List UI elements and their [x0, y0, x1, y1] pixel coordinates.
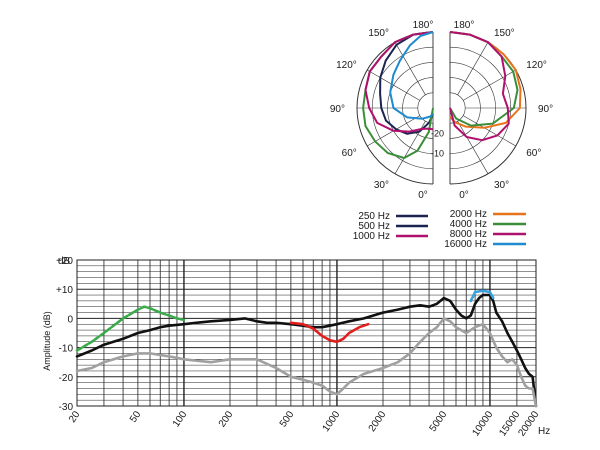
- polar-series-left: [389, 31, 434, 120]
- polar-spoke-right: [463, 115, 516, 147]
- polar-angle-label-right: 120°: [526, 60, 547, 71]
- x-tick-label: 50: [128, 409, 144, 425]
- polar-radial-label: -20: [431, 128, 444, 138]
- y-tick-label: -10: [59, 344, 74, 355]
- polar-angle-label-right: 0°: [459, 190, 469, 201]
- polar-angle-label-left: 30°: [374, 180, 389, 191]
- x-tick-label: 500: [278, 409, 297, 429]
- y-axis-title: Amplitude (dB): [42, 311, 52, 371]
- legend-label: 2000 Hz: [450, 209, 487, 220]
- response-series-1: [75, 305, 186, 352]
- polar-series-left: [379, 31, 434, 135]
- polar-radial-label: -10: [431, 149, 444, 159]
- x-tick-label: 1000: [321, 409, 343, 434]
- polar-plot: 180° 180° 150° 150° 120° 120° 90° 90° 60° 60° 30° 3…: [330, 20, 553, 201]
- legend-label: 8000 Hz: [450, 229, 487, 240]
- x-tick-label: 100: [171, 409, 190, 429]
- polar-angle-label-right: 150°: [494, 28, 515, 39]
- legend-label: 16000 Hz: [444, 239, 487, 250]
- y-tick-label: -20: [59, 373, 74, 384]
- polar-angle-label-right: 90°: [538, 104, 553, 115]
- polar-angle-label-left: 90°: [330, 104, 345, 115]
- x-tick-label: 10000: [470, 409, 495, 438]
- polar-angle-label-left: 150°: [368, 28, 389, 39]
- polar-angle-label-right: 60°: [526, 148, 541, 159]
- polar-series-right: [449, 31, 510, 142]
- polar-spoke-left: [394, 42, 426, 95]
- polar-angle-label-left: 60°: [342, 148, 357, 159]
- y-tick-label: 0: [67, 314, 73, 325]
- polar-spoke-right: [457, 121, 489, 174]
- polar-angle-label-left: 0°: [418, 190, 428, 201]
- y-unit-label: dB: [58, 256, 71, 267]
- polar-angle-label-left: 120°: [336, 60, 357, 71]
- response-series-4: [75, 317, 538, 408]
- polar-angle-label-left: 180°: [413, 20, 434, 31]
- x-tick-label: 5000: [428, 409, 450, 434]
- x-tick-label: 2000: [367, 409, 389, 434]
- y-tick-label: +20: [56, 256, 73, 267]
- x-unit-label: Hz: [538, 426, 550, 437]
- legend-label: 1000 Hz: [353, 231, 390, 242]
- legend-label: 4000 Hz: [450, 219, 487, 230]
- polar-ring-left: [417, 92, 434, 124]
- x-tick-label: 200: [217, 409, 236, 429]
- polar-angle-label-right: 180°: [454, 20, 475, 31]
- legend-label: 250 Hz: [358, 211, 390, 222]
- y-tick-label: -30: [59, 402, 74, 413]
- y-tick-label: +10: [56, 285, 73, 296]
- polar-spoke-right: [463, 69, 516, 101]
- polar-angle-label-right: 30°: [494, 180, 509, 191]
- polar-spoke-right: [457, 42, 489, 95]
- legend-label: 500 Hz: [358, 221, 390, 232]
- polar-series-left: [364, 31, 434, 133]
- response-series-2: [289, 321, 370, 344]
- polar-spoke-left: [367, 69, 420, 101]
- response-series-0: [75, 293, 538, 408]
- response-series-3: [469, 289, 495, 303]
